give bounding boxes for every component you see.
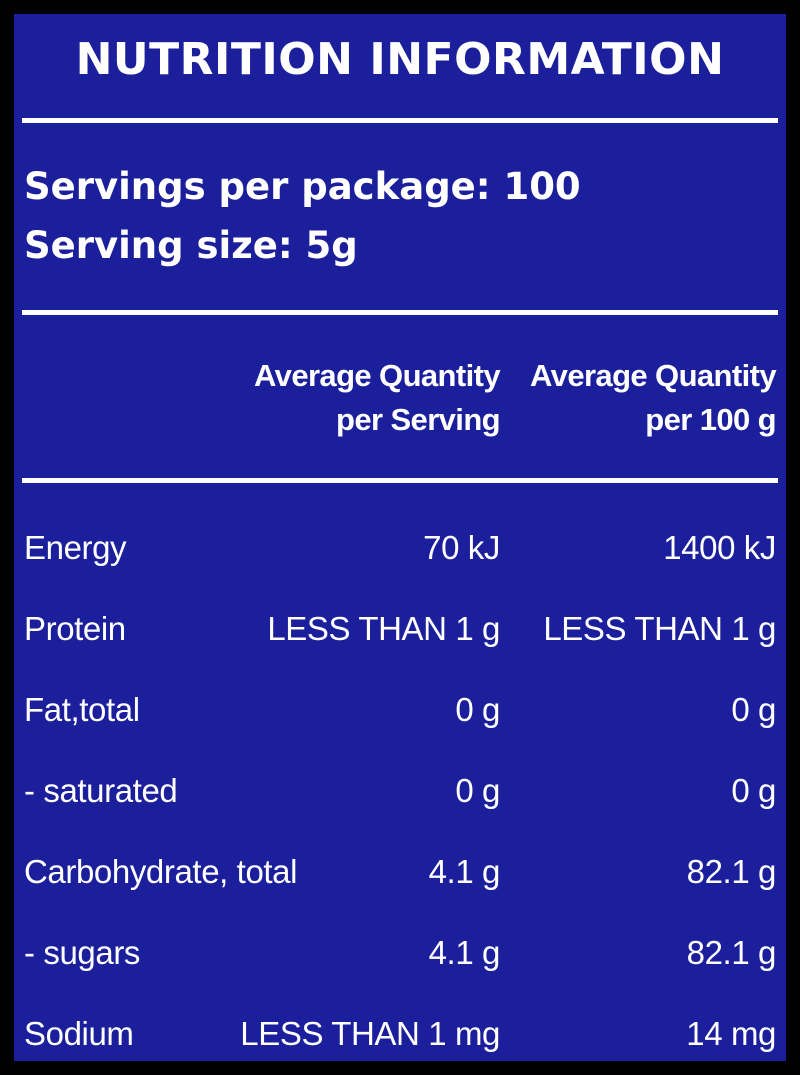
per-100g-value: 14 mg (686, 1015, 776, 1052)
per-100g-value: 82.1 g (686, 934, 777, 971)
servings-per-package: Servings per package: 100 (24, 165, 581, 208)
per-100g-value: 0 g (731, 772, 776, 809)
table-row: - saturated 0 g 0 g (14, 750, 786, 831)
table-row: Energy 70 kJ 1400 kJ (14, 507, 786, 588)
column-header-per-serving-line1: Average Quantity (254, 358, 501, 393)
panel-title: NUTRITION INFORMATION (75, 34, 725, 85)
nutrition-panel: NUTRITION INFORMATION Servings per packa… (14, 14, 786, 1061)
nutrient-name: Protein (24, 610, 126, 647)
divider-header (22, 478, 778, 483)
serving-size: Serving size: 5g (24, 224, 358, 267)
table-row: Sodium LESS THAN 1 mg 14 mg (14, 993, 786, 1074)
per-100g-value: 0 g (731, 691, 776, 728)
nutrient-table: Energy 70 kJ 1400 kJ Protein LESS THAN 1… (14, 507, 786, 1074)
column-header-per-serving: Average Quantity per Serving (254, 354, 501, 442)
per-serving-value: 4.1 g (428, 934, 501, 971)
divider-middle (22, 310, 778, 315)
per-serving-value: LESS THAN 1 g (267, 610, 500, 647)
table-row: Carbohydrate, total 4.1 g 82.1 g (14, 831, 786, 912)
nutrient-name: Energy (24, 529, 127, 566)
column-header-per-serving-line2: per Serving (336, 402, 501, 437)
column-header-per-100g-line1: Average Quantity (530, 358, 777, 393)
column-header-per-100g: Average Quantity per 100 g (530, 354, 777, 442)
per-serving-value: 0 g (455, 691, 500, 728)
per-serving-value: 4.1 g (428, 853, 501, 890)
nutrient-name: Sodium (24, 1015, 134, 1052)
divider-top (22, 118, 778, 123)
nutrient-name: - sugars (24, 934, 141, 971)
per-serving-value: LESS THAN 1 mg (240, 1015, 500, 1052)
table-row: Fat,total 0 g 0 g (14, 669, 786, 750)
per-100g-value: 82.1 g (686, 853, 777, 890)
nutrient-name: - saturated (24, 772, 178, 809)
per-100g-value: LESS THAN 1 g (543, 610, 776, 647)
per-serving-value: 0 g (455, 772, 500, 809)
table-row: - sugars 4.1 g 82.1 g (14, 912, 786, 993)
per-100g-value: 1400 kJ (663, 529, 776, 566)
nutrient-name: Carbohydrate, total (24, 853, 298, 890)
column-header-per-100g-line2: per 100 g (645, 402, 776, 437)
per-serving-value: 70 kJ (423, 529, 500, 566)
nutrient-name: Fat,total (24, 691, 140, 728)
table-row: Protein LESS THAN 1 g LESS THAN 1 g (14, 588, 786, 669)
